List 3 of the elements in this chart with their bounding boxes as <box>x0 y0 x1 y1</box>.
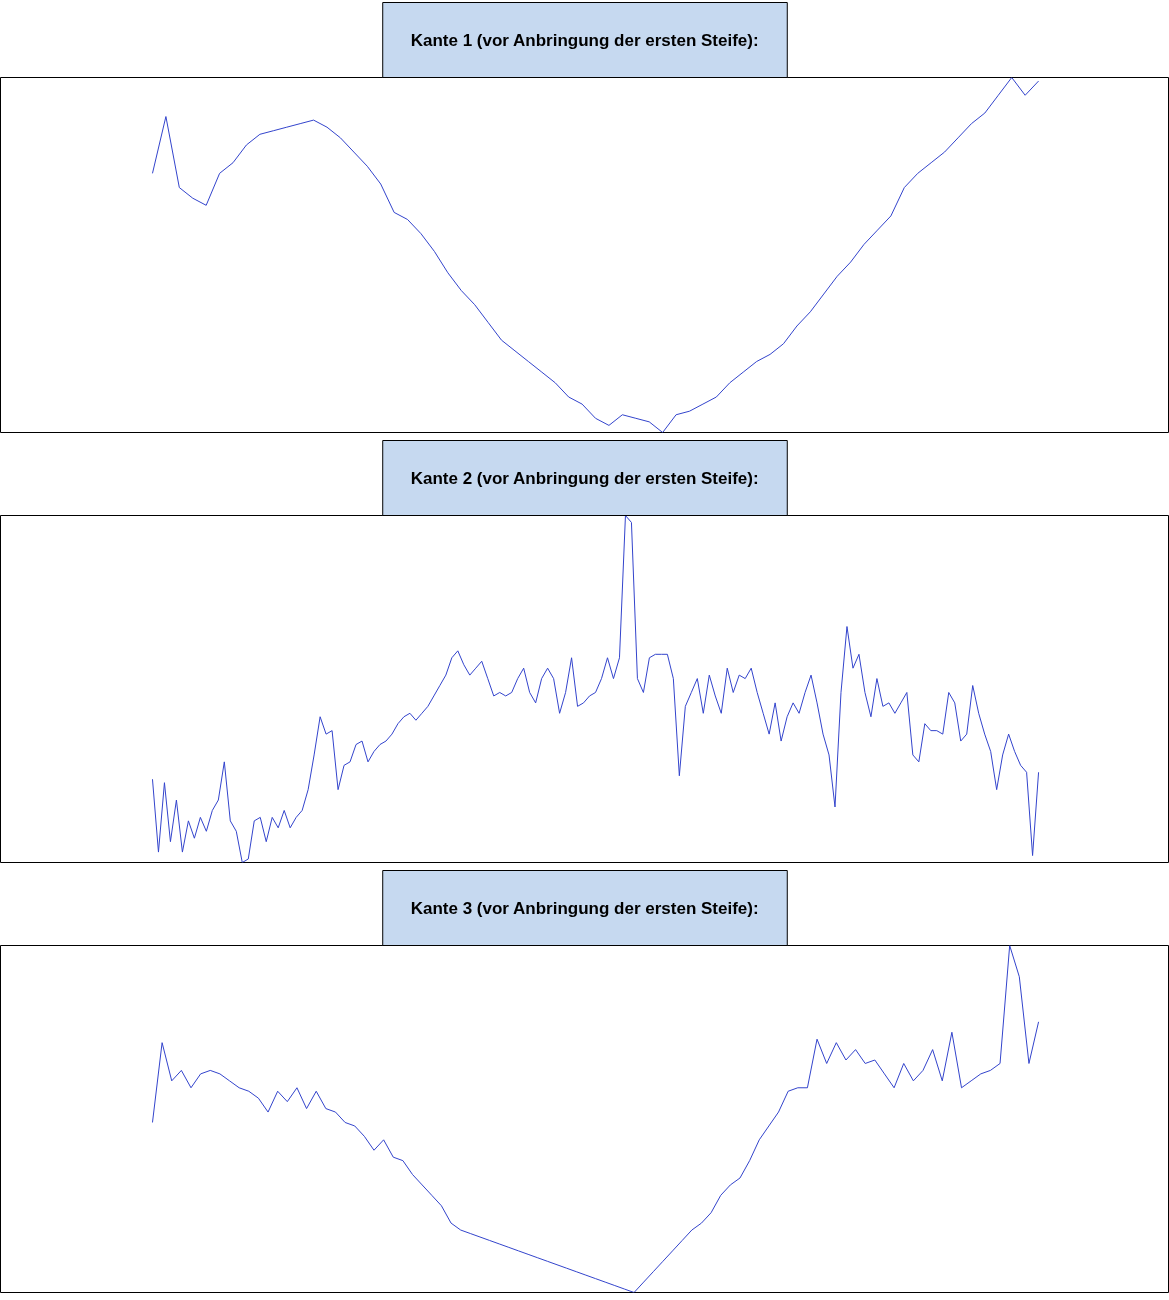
chart-title: Kante 1 (vor Anbringung der ersten Steife): <box>410 30 759 50</box>
chart-title: Kante 3 (vor Anbringung der ersten Steife): <box>410 898 759 918</box>
chart-title: Kante 2 (vor Anbringung der ersten Steife): <box>410 468 759 488</box>
